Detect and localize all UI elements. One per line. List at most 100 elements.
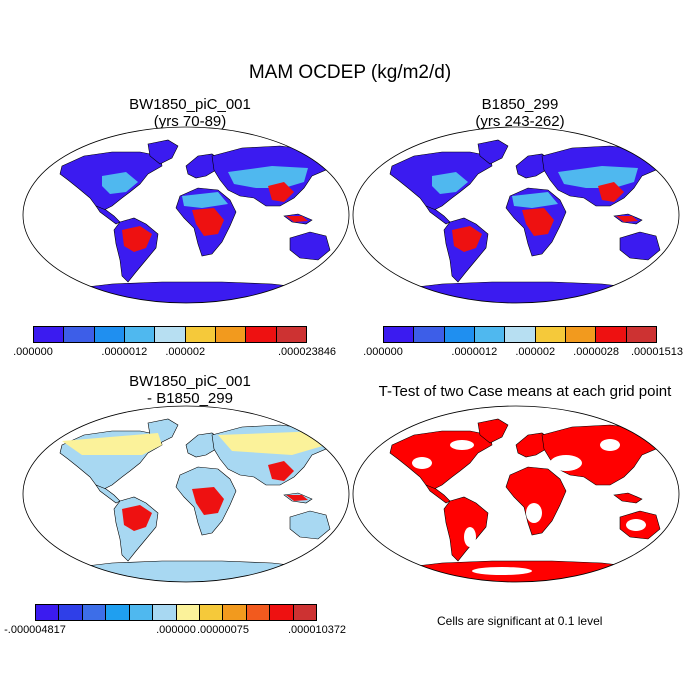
insignificant-area <box>550 455 582 471</box>
insignificant-area <box>626 519 646 531</box>
colorbar-1-labels: .000000 .0000012 .000002 .000023846 <box>13 346 336 360</box>
panel1-title-line2: (yrs 70-89) <box>153 113 227 130</box>
cb3-swatch <box>153 605 177 620</box>
cb3-swatch <box>176 605 200 620</box>
cb2-swatch <box>414 327 445 342</box>
significance-note: Cells are significant at 0.1 level <box>437 614 603 628</box>
cb3-swatch <box>246 605 271 620</box>
land-centralAmerica <box>425 205 451 225</box>
colorbar-3 <box>35 604 317 621</box>
colorbar-3-labels: -.000004817 .000000.00000075 .000010372 <box>4 624 346 638</box>
cb1-tick-label: .000023846 <box>277 346 337 358</box>
insignificant-area <box>464 527 476 547</box>
panel4-title: T-Test of two Case means at each grid po… <box>355 383 695 400</box>
cb3-tick-label: .000010372 <box>287 624 347 636</box>
field-mid-africaN <box>182 192 228 208</box>
field-mid-asia <box>228 166 308 188</box>
colorbar-2-labels: .000000 .0000012 .000002 .0000028 .00001513 <box>363 346 683 360</box>
cb2-swatch <box>565 327 597 342</box>
map-panel-4 <box>352 405 680 583</box>
panel2-title: B1850_299 (yrs 243-262) <box>355 96 685 130</box>
colorbar-1 <box>33 326 307 343</box>
land-antarctica <box>77 281 307 303</box>
cb3-tick-label: -.000004817 <box>4 624 66 636</box>
cb1-tick-label: .000000 <box>13 346 53 358</box>
insignificant-area <box>450 440 474 450</box>
cb2-swatch <box>505 327 536 342</box>
cb3-swatch <box>106 605 130 620</box>
insignificant-area <box>412 457 432 469</box>
map-frame <box>22 126 350 304</box>
field-high-southAmerica <box>122 505 152 531</box>
cb3-swatch <box>59 605 83 620</box>
cb1-swatch <box>124 327 156 342</box>
land-greenland <box>477 418 509 444</box>
insignificant-area <box>600 439 620 451</box>
cb1-tick-label: .000002 <box>165 346 206 358</box>
field-high-seAsia <box>268 182 294 202</box>
field-high-southAmerica <box>122 226 152 252</box>
field-high-seAsia <box>598 182 624 202</box>
panel2-title-line2: (yrs 243-262) <box>475 113 565 130</box>
cb3-swatch <box>223 605 247 620</box>
cb1-swatch <box>185 327 216 342</box>
cb1-swatch <box>246 327 277 342</box>
cb1-swatch <box>34 327 65 342</box>
cb1-swatch <box>276 327 306 342</box>
land-greenland <box>477 139 509 165</box>
field-high-indonesia <box>616 216 638 222</box>
field-high-africa <box>192 208 224 236</box>
map-panel-2 <box>352 126 680 304</box>
cb2-swatch <box>626 327 656 342</box>
cb3-swatch <box>36 605 60 620</box>
field-high-seAsia <box>268 461 294 481</box>
panel1-title-line1: BW1850_piC_001 <box>129 96 251 113</box>
colorbar-2 <box>383 326 657 343</box>
cb3-tick-label: .000000 <box>156 624 196 636</box>
panel3-title-line2: - B1850_299 <box>147 390 233 407</box>
land-centralAmerica <box>425 484 451 504</box>
field-high-africa <box>192 487 224 515</box>
cb3-swatch <box>82 605 107 620</box>
land-australia <box>289 231 331 261</box>
cb2-swatch <box>535 327 566 342</box>
field-mid-asia <box>558 166 638 188</box>
panel2-title-line1: B1850_299 <box>481 96 559 113</box>
field-mid-northAmerica <box>432 172 468 194</box>
insignificant-area <box>526 503 542 523</box>
field-high-africa <box>522 208 554 236</box>
land-antarctica <box>77 560 307 582</box>
cb2-swatch <box>444 327 475 342</box>
land-africa <box>505 466 567 536</box>
figure-title: MAM OCDEP (kg/m2/d) <box>248 62 452 83</box>
field-high-indonesia <box>286 495 308 501</box>
land-centralAmerica <box>95 484 121 504</box>
map-frame <box>352 405 680 583</box>
cb3-tick-label: .00000075 <box>197 624 249 636</box>
cb2-tick-label: .00001513 <box>631 346 683 358</box>
field-high-southAmerica <box>452 226 482 252</box>
panel1-title: BW1850_piC_001 (yrs 70-89) <box>25 96 355 130</box>
cb1-swatch <box>155 327 186 342</box>
map-frame <box>352 126 680 304</box>
land-centralAmerica <box>95 205 121 225</box>
land-indonesia <box>613 492 643 504</box>
cb3-swatch <box>199 605 224 620</box>
map-panel-1 <box>22 126 350 304</box>
cb2-tick-label: .000002 <box>515 346 556 358</box>
panel4-title-line1: T-Test of two Case means at each grid po… <box>378 383 672 400</box>
cb2-swatch <box>596 327 627 342</box>
map-frame <box>22 405 350 583</box>
cb2-swatch <box>384 327 415 342</box>
field-high-indonesia <box>286 216 308 222</box>
cb3-swatch <box>293 605 317 620</box>
cb1-tick-label: .0000012 <box>101 346 148 358</box>
cb1-swatch <box>215 327 247 342</box>
cb3-swatch <box>270 605 294 620</box>
field-mid-northAmerica <box>102 172 138 194</box>
insignificant-area <box>472 567 532 575</box>
land-antarctica <box>407 281 637 303</box>
field-yellow-asia <box>218 431 326 455</box>
land-southAmerica <box>443 496 489 562</box>
cb1-swatch <box>94 327 125 342</box>
